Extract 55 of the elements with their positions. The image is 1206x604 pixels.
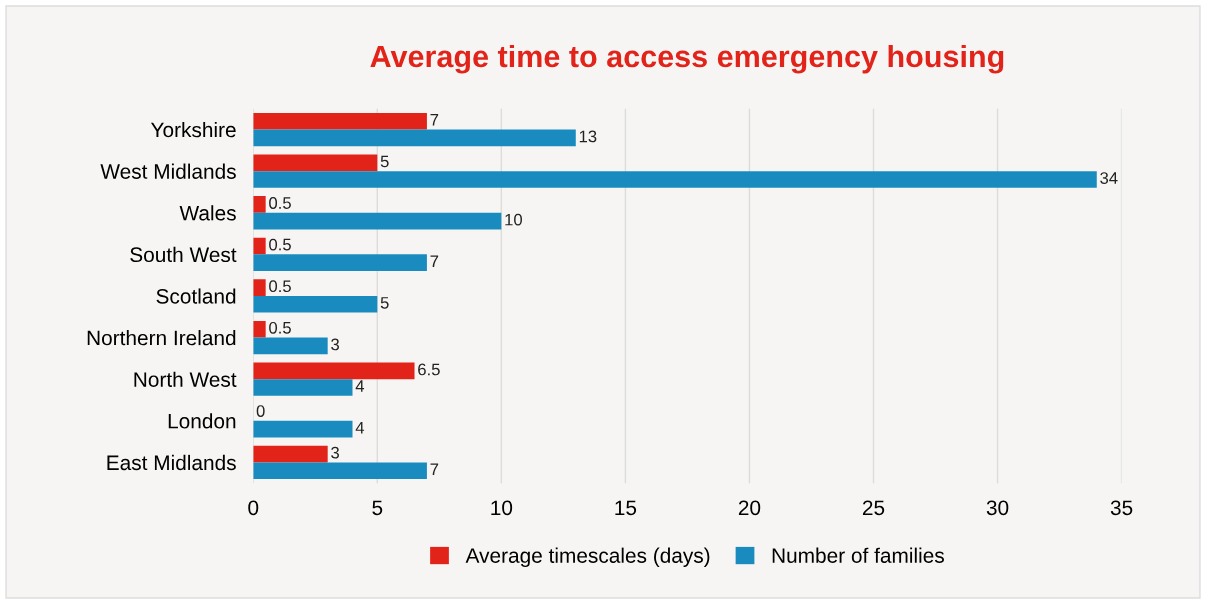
y-tick-label: London xyxy=(168,413,236,429)
legend-label: Number of families xyxy=(772,547,944,563)
bar xyxy=(253,171,1097,188)
legend-label: Average timescales (days) xyxy=(465,547,710,568)
data-label: 3 xyxy=(331,338,339,351)
data-label: 5 xyxy=(380,155,389,168)
bar xyxy=(253,445,328,463)
data-label: 4 xyxy=(355,380,365,392)
data-label: 7 xyxy=(430,114,439,126)
data-label: 3 xyxy=(331,446,339,459)
data-label: 34 xyxy=(1100,172,1118,184)
data-label: 6.5 xyxy=(418,363,440,376)
chart-title: Average time to access emergency housing xyxy=(370,44,1004,74)
y-tick-label: Yorkshire xyxy=(150,121,236,138)
x-tick-label: 20 xyxy=(738,500,761,516)
bar xyxy=(253,129,576,147)
bar xyxy=(253,320,266,338)
bar xyxy=(253,337,328,355)
y-tick-label: East Midlands xyxy=(107,454,236,471)
x-tick-label: 10 xyxy=(491,500,513,516)
bar xyxy=(253,279,266,296)
x-tick-label: 25 xyxy=(862,500,885,516)
data-label: 4 xyxy=(355,421,365,434)
y-tick-label: North West xyxy=(134,371,237,387)
y-tick-label: South West xyxy=(130,246,237,263)
data-label: 10 xyxy=(505,213,523,226)
x-tick-label: 0 xyxy=(248,500,259,516)
data-label: 13 xyxy=(579,130,597,143)
data-label: 0.5 xyxy=(269,197,291,209)
bar xyxy=(253,362,415,380)
y-tick-label: Scotland xyxy=(156,288,236,304)
data-label: 0.5 xyxy=(269,321,291,334)
bar xyxy=(253,196,266,213)
bar xyxy=(253,379,353,396)
y-tick-label: Northern Ireland xyxy=(87,330,236,346)
y-tick-label: West Midlands xyxy=(100,163,236,179)
x-tick-label: 30 xyxy=(986,500,1009,516)
data-label: 0 xyxy=(256,405,265,417)
data-label: 5 xyxy=(380,297,389,309)
data-label: 0.5 xyxy=(269,238,291,251)
data-label: 7 xyxy=(430,463,439,476)
data-label: 0.5 xyxy=(269,280,291,293)
x-tick-label: 35 xyxy=(1110,500,1133,516)
y-tick-label: Wales xyxy=(179,205,236,221)
bar xyxy=(253,254,427,271)
bar xyxy=(253,420,353,438)
bar xyxy=(253,112,427,130)
bar xyxy=(253,154,378,172)
bar xyxy=(253,462,427,480)
data-label: 7 xyxy=(430,255,439,267)
x-tick-label: 5 xyxy=(372,500,383,516)
bar xyxy=(253,237,266,255)
x-tick-label: 15 xyxy=(615,500,637,516)
bar xyxy=(253,295,378,313)
bar xyxy=(253,212,502,230)
